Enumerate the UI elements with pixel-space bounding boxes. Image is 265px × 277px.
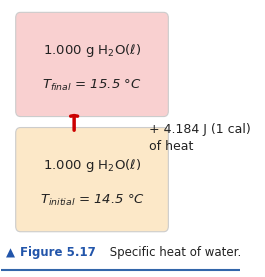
Text: 1.000 g H$_2$O($\ell$): 1.000 g H$_2$O($\ell$) bbox=[43, 157, 141, 174]
Text: Figure 5.17: Figure 5.17 bbox=[20, 246, 96, 259]
Text: $T_\mathregular{initial}$ = 14.5 °C: $T_\mathregular{initial}$ = 14.5 °C bbox=[39, 193, 144, 208]
Text: 1.000 g H$_2$O($\ell$): 1.000 g H$_2$O($\ell$) bbox=[43, 42, 141, 59]
Text: + 4.184 J (1 cal)
of heat: + 4.184 J (1 cal) of heat bbox=[149, 124, 251, 153]
Text: Specific heat of water.: Specific heat of water. bbox=[106, 246, 242, 259]
FancyBboxPatch shape bbox=[16, 127, 168, 232]
Text: ▲: ▲ bbox=[6, 246, 19, 259]
Text: $T_\mathregular{final}$ = 15.5 °C: $T_\mathregular{final}$ = 15.5 °C bbox=[42, 78, 142, 93]
FancyBboxPatch shape bbox=[16, 12, 168, 117]
